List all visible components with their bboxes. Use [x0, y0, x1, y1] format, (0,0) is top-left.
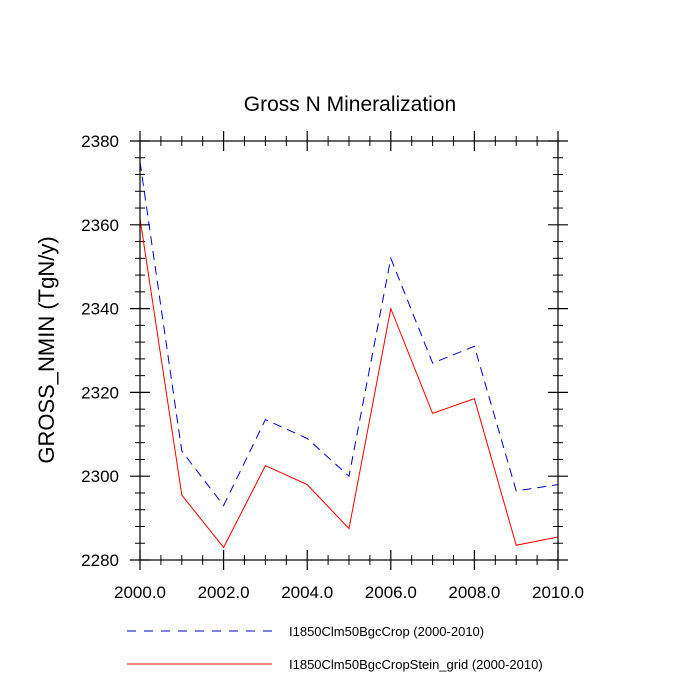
plot-frame — [139, 140, 559, 561]
y-tick-label: 2320 — [81, 383, 119, 402]
legend-label: I1850Clm50BgcCropStein_grid (2000-2010) — [289, 657, 543, 672]
chart-title: Gross N Mineralization — [244, 93, 456, 116]
y-tick-label: 2360 — [81, 216, 119, 235]
series-lines — [139, 161, 559, 549]
legend-label: I1850Clm50BgcCrop (2000-2010) — [289, 624, 484, 639]
y-tick-label: 2280 — [81, 551, 119, 570]
x-tick-label: 2008.0 — [448, 583, 500, 602]
x-tick-label: 2006.0 — [365, 583, 417, 602]
series-line-1 — [139, 161, 559, 507]
x-tick-label: 2004.0 — [281, 583, 333, 602]
y-axis-label: GROSS_NMIN (TgN/y) — [34, 236, 59, 463]
x-tick-label: 2000.0 — [114, 583, 166, 602]
axis-ticks: 2000.0 2002.0 2004.0 2006.0 2008.0 2010.0 2280… — [81, 131, 584, 602]
x-tick-label: 2010.0 — [532, 583, 584, 602]
y-tick-label: 2340 — [81, 300, 119, 319]
legend: I1850Clm50BgcCrop (2000-2010) I1850Clm50B… — [127, 624, 543, 672]
y-tick-label: 2380 — [81, 132, 119, 151]
x-tick-label: 2002.0 — [198, 583, 250, 602]
series-line-2 — [139, 218, 559, 549]
y-tick-label: 2300 — [81, 467, 119, 486]
